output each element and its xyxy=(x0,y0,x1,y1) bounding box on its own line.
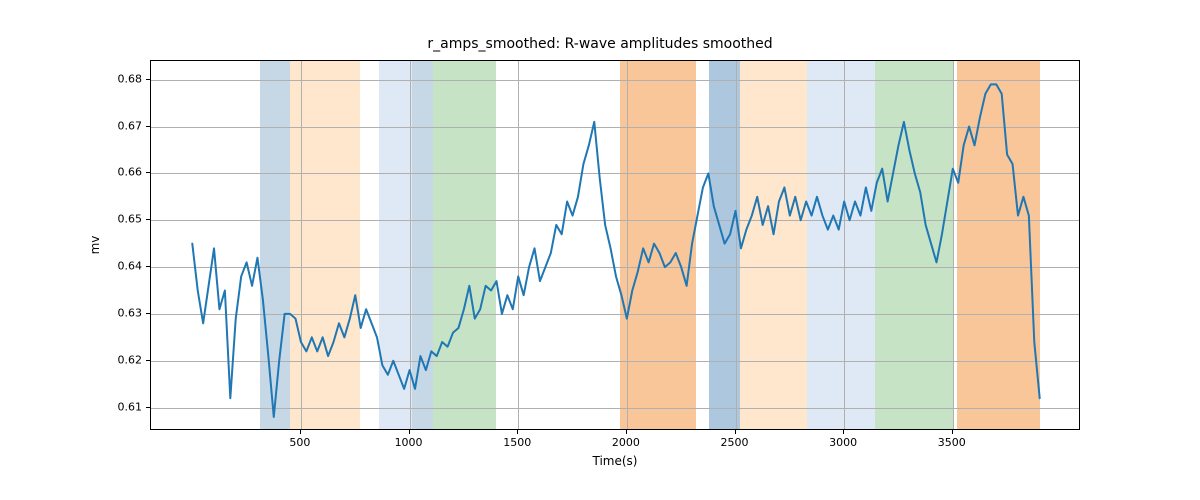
y-tick xyxy=(146,313,150,314)
y-tick-label: 0.62 xyxy=(118,353,143,366)
x-tick-label: 500 xyxy=(289,436,310,449)
y-tick xyxy=(146,219,150,220)
y-tick-label: 0.63 xyxy=(118,306,143,319)
plot-inner xyxy=(151,61,1079,429)
y-tick-label: 0.61 xyxy=(118,400,143,413)
x-tick-label: 3000 xyxy=(829,436,857,449)
x-tick-label: 2000 xyxy=(612,436,640,449)
plot-area xyxy=(150,60,1080,430)
y-tick-label: 0.68 xyxy=(118,72,143,85)
x-tick xyxy=(517,430,518,434)
y-tick xyxy=(146,360,150,361)
y-tick-label: 0.66 xyxy=(118,166,143,179)
y-tick xyxy=(146,266,150,267)
y-tick xyxy=(146,79,150,80)
x-tick xyxy=(300,430,301,434)
y-tick-label: 0.64 xyxy=(118,260,143,273)
x-tick-label: 1500 xyxy=(503,436,531,449)
chart-title: r_amps_smoothed: R-wave amplitudes smoot… xyxy=(0,36,1200,52)
y-tick-label: 0.67 xyxy=(118,119,143,132)
y-tick-label: 0.65 xyxy=(118,213,143,226)
x-tick xyxy=(626,430,627,434)
x-tick-label: 1000 xyxy=(395,436,423,449)
line-series xyxy=(151,61,1079,429)
x-tick-label: 2500 xyxy=(721,436,749,449)
x-tick xyxy=(843,430,844,434)
x-tick xyxy=(952,430,953,434)
y-tick xyxy=(146,126,150,127)
x-tick xyxy=(409,430,410,434)
x-tick-label: 3500 xyxy=(938,436,966,449)
figure: r_amps_smoothed: R-wave amplitudes smoot… xyxy=(0,0,1200,500)
x-axis-label: Time(s) xyxy=(150,454,1080,468)
y-axis-label: mv xyxy=(88,236,102,255)
x-tick xyxy=(735,430,736,434)
y-tick xyxy=(146,407,150,408)
y-tick xyxy=(146,172,150,173)
